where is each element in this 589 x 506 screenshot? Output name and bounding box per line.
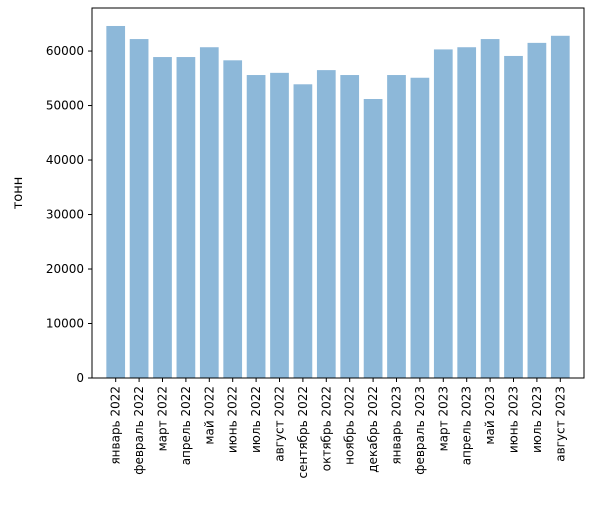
x-tick-label: июль 2022 (249, 386, 263, 453)
bar (363, 99, 383, 379)
y-tick-label: 40000 (46, 153, 84, 167)
bar (433, 49, 453, 378)
y-axis-label: тонн (11, 177, 26, 210)
y-tick-label: 10000 (46, 317, 84, 331)
x-tick-label: сентябрь 2022 (296, 386, 310, 478)
y-tick-label: 50000 (46, 99, 84, 113)
bar (223, 60, 243, 378)
x-tick-label: февраль 2023 (413, 386, 427, 475)
x-tick-label: март 2023 (436, 386, 450, 451)
bar (480, 39, 500, 378)
bar (550, 35, 570, 379)
bar (129, 39, 149, 378)
y-tick-label: 30000 (46, 208, 84, 222)
bar (410, 77, 430, 378)
x-tick-label: март 2022 (156, 386, 170, 451)
bar (176, 57, 196, 378)
bar (246, 75, 266, 379)
x-tick-label: август 2023 (553, 386, 567, 462)
x-tick-label: июль 2023 (530, 386, 544, 453)
bar (527, 42, 547, 378)
bar (387, 75, 406, 379)
bar (340, 75, 360, 379)
x-tick-label: август 2022 (273, 386, 287, 462)
bar (293, 84, 313, 378)
x-tick-label: апрель 2023 (460, 386, 474, 465)
x-tick-label: май 2022 (202, 386, 216, 445)
x-tick-label: октябрь 2022 (319, 386, 333, 471)
x-tick-label: июнь 2023 (507, 386, 521, 453)
x-tick-label: январь 2023 (390, 386, 404, 465)
x-tick-label: февраль 2022 (132, 386, 146, 475)
bars-group (106, 25, 570, 379)
x-tick-label: май 2023 (483, 386, 497, 445)
x-tick-label: ноябрь 2022 (343, 386, 357, 465)
x-tick-label: декабрь 2022 (366, 386, 380, 473)
x-tick-label: июнь 2022 (226, 386, 240, 453)
bar (153, 57, 172, 378)
bar (457, 47, 477, 379)
plot-frame (91, 7, 585, 379)
bar (316, 70, 336, 379)
bar (199, 47, 219, 379)
y-axis-ticks: 0 10000 20000 30000 40000 50000 60000 (46, 44, 92, 385)
bar (270, 72, 289, 378)
y-tick-label: 0 (76, 371, 84, 385)
x-axis-ticks: январь 2022 февраль 2022 март 2022 апрель 2… (109, 378, 567, 478)
y-tick-label: 20000 (46, 262, 84, 276)
bar (504, 55, 523, 378)
y-tick-label: 60000 (46, 44, 84, 58)
bar (106, 25, 126, 378)
x-tick-label: январь 2022 (109, 386, 123, 465)
x-tick-label: апрель 2022 (179, 386, 193, 465)
